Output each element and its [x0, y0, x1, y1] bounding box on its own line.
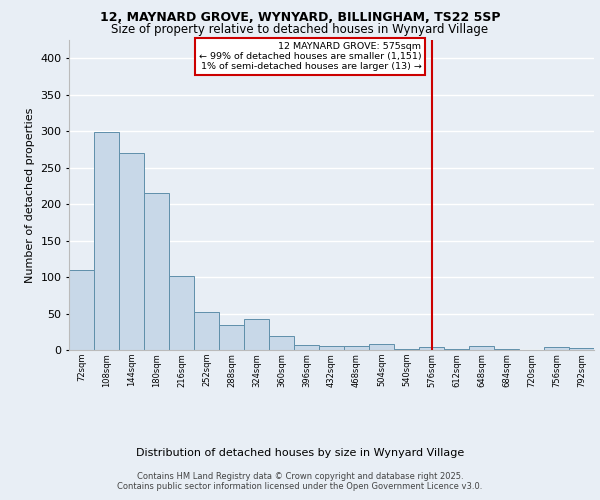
Bar	[569, 348, 594, 350]
Y-axis label: Number of detached properties: Number of detached properties	[25, 108, 35, 282]
Bar	[144, 193, 169, 350]
Bar	[169, 276, 194, 350]
Bar	[344, 346, 369, 350]
Bar	[319, 346, 344, 350]
Text: Size of property relative to detached houses in Wynyard Village: Size of property relative to detached ho…	[112, 22, 488, 36]
Text: 12 MAYNARD GROVE: 575sqm
← 99% of detached houses are smaller (1,151)
1% of semi: 12 MAYNARD GROVE: 575sqm ← 99% of detach…	[199, 42, 421, 72]
Bar	[369, 344, 394, 350]
Bar	[544, 347, 569, 350]
Text: Contains HM Land Registry data © Crown copyright and database right 2025.: Contains HM Land Registry data © Crown c…	[137, 472, 463, 481]
Bar	[194, 312, 219, 350]
Text: Distribution of detached houses by size in Wynyard Village: Distribution of detached houses by size …	[136, 448, 464, 458]
Bar	[69, 270, 94, 350]
Bar	[94, 132, 119, 350]
Bar	[219, 325, 244, 350]
Bar	[419, 347, 444, 350]
Bar	[469, 346, 494, 350]
Bar	[119, 153, 144, 350]
Text: 12, MAYNARD GROVE, WYNYARD, BILLINGHAM, TS22 5SP: 12, MAYNARD GROVE, WYNYARD, BILLINGHAM, …	[100, 11, 500, 24]
Bar	[294, 345, 319, 350]
Bar	[269, 336, 294, 350]
Bar	[244, 320, 269, 350]
Text: Contains public sector information licensed under the Open Government Licence v3: Contains public sector information licen…	[118, 482, 482, 491]
